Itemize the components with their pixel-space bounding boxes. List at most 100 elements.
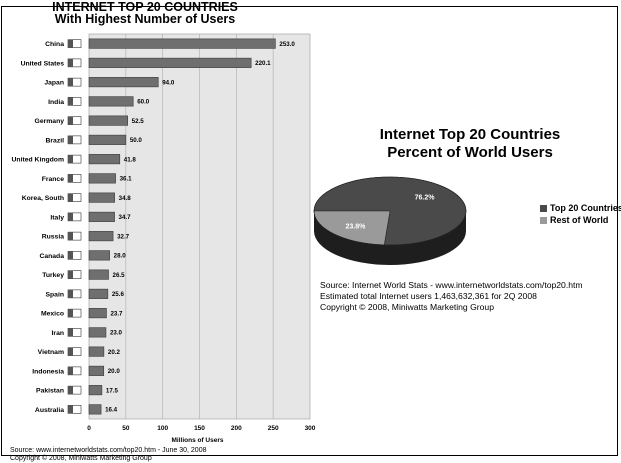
bar-japan (88, 77, 159, 88)
x-axis-label: Millions of Users (171, 437, 223, 444)
data-label-turkey: 26.5 (113, 272, 126, 279)
total-users-line: Estimated total Internet users 1,463,632… (320, 291, 537, 301)
bar-china (88, 38, 276, 49)
flag-icon-japan (67, 77, 82, 87)
flag-icon-mexico (67, 308, 82, 318)
x-tick-label: 150 (194, 425, 205, 432)
flag-icon-australia (67, 405, 82, 414)
flag-icon-korea-south (67, 193, 82, 202)
pie-chart-title-line: Internet Top 20 Countries (379, 126, 561, 143)
category-label-australia: Australia (35, 407, 64, 414)
flag-icon-russia (67, 231, 82, 241)
data-label-brazil: 50.0 (130, 137, 143, 144)
flag-icon-canada (67, 251, 82, 260)
x-tick-label: 300 (305, 425, 316, 432)
data-label-spain: 25.6 (112, 291, 125, 298)
data-label-italy: 34.7 (119, 214, 132, 221)
source-line: Source: Internet World Stats - www.inter… (320, 280, 583, 290)
x-tick-label: 200 (231, 425, 242, 432)
bar-chart-title: INTERNET TOP 20 COUNTRIES With Highest N… (40, 0, 250, 26)
data-label-russia: 32.7 (117, 233, 130, 240)
category-label-france: France (42, 176, 65, 183)
x-tick-label: 50 (122, 425, 130, 432)
data-label-france: 36.1 (120, 176, 133, 183)
data-label-iran: 23.0 (110, 330, 123, 337)
flag-icon-china (67, 39, 82, 48)
bar-korea-south (88, 192, 115, 203)
data-label-germany: 52.5 (132, 118, 145, 125)
legend-label-rest-of-world: Rest of World (550, 215, 609, 225)
data-label-canada: 28.0 (114, 253, 127, 260)
bar-mexico (88, 308, 107, 319)
bar-brazil (88, 134, 127, 145)
data-label-india: 60.0 (137, 99, 150, 106)
data-label-korea-south: 34.8 (119, 195, 132, 202)
bar-canada (88, 250, 110, 261)
category-label-korea-south: Korea, South (22, 195, 64, 202)
category-label-indonesia: Indonesia (32, 368, 64, 375)
flag-icon-italy (67, 212, 82, 222)
flag-icon-united-states (67, 58, 82, 68)
bar-france (88, 173, 116, 184)
bar-chart-subtitle-line: With Highest Number of Users (54, 12, 236, 26)
bar-germany (88, 115, 128, 126)
data-label-china: 253.0 (279, 41, 295, 48)
data-label-indonesia: 20.0 (108, 368, 121, 375)
bar-australia (88, 404, 102, 415)
pie-data-label-rest-of-world: 23.8% (346, 223, 367, 230)
category-label-mexico: Mexico (41, 311, 64, 318)
flag-icon-germany (67, 116, 82, 125)
legend-item-top-20: Top 20 Countries (540, 203, 621, 213)
pie-outline (313, 176, 467, 246)
data-label-united-states: 220.1 (255, 60, 271, 67)
category-label-vietnam: Vietnam (38, 349, 64, 356)
bar-chart-source-line: Source: www.internetworldstats.com/top20… (10, 447, 207, 454)
flag-icon-vietnam (67, 347, 82, 356)
bar-vietnam (88, 346, 105, 357)
category-label-japan: Japan (44, 80, 64, 87)
category-label-spain: Spain (45, 291, 64, 298)
bar-pakistan (88, 385, 103, 396)
source-notes: Source: Internet World Stats - www.inter… (320, 280, 583, 313)
bar-chart: 0 50 100 150 200 250 300 Millions of Users China… (12, 33, 316, 444)
category-label-iran: Iran (52, 330, 64, 337)
category-label-united-kingdom: United Kingdom (12, 157, 64, 164)
data-label-vietnam: 20.2 (108, 349, 121, 356)
pie-data-label-top-20-countries: 76.2% (415, 195, 436, 202)
flag-icon-iran (67, 328, 82, 337)
x-tick-label: 100 (157, 425, 168, 432)
bar-chart-copyright-line: Copyright © 2008, Miniwatts Marketing Gr… (10, 455, 152, 462)
flag-icon-brazil (67, 135, 82, 145)
chart-frame (1, 6, 618, 456)
bar-chart-title-line: INTERNET TOP 20 COUNTRIES (52, 0, 238, 14)
flag-icon-indonesia (67, 366, 82, 376)
bar-iran (88, 327, 107, 338)
category-label-russia: Russia (42, 234, 65, 241)
legend-swatch-rest-of-world (540, 217, 547, 224)
flag-icon-pakistan (67, 385, 82, 395)
data-label-japan: 94.0 (162, 79, 175, 86)
category-label-germany: Germany (35, 118, 65, 125)
category-label-united-states: United States (21, 60, 65, 67)
data-label-united-kingdom: 41.8 (124, 156, 137, 163)
legend-item-rest-of-world: Rest of World (540, 215, 608, 225)
category-label-china: China (45, 41, 64, 48)
category-label-turkey: Turkey (42, 272, 64, 279)
flag-icon-india (67, 97, 82, 106)
pie-chart-title: Internet Top 20 Countries Percent of Wor… (330, 126, 610, 162)
bar-russia (88, 231, 114, 242)
legend-swatch-top-20 (540, 205, 547, 212)
category-label-india: India (48, 99, 64, 106)
flag-icon-spain (67, 289, 82, 299)
data-label-pakistan: 17.5 (106, 387, 119, 394)
copyright-line: Copyright © 2008, Miniwatts Marketing Gr… (320, 302, 494, 312)
pie-chart: 76.2% 23.8% (313, 176, 467, 265)
bar-italy (88, 211, 115, 222)
category-label-brazil: Brazil (45, 137, 64, 144)
x-tick-label: 0 (87, 425, 91, 432)
legend-label-top-20: Top 20 Countries (550, 203, 621, 213)
data-label-mexico: 23.7 (110, 310, 123, 317)
category-label-pakistan: Pakistan (36, 388, 64, 395)
pie-chart-subtitle-line: Percent of World Users (387, 144, 553, 161)
bar-indonesia (88, 365, 105, 376)
